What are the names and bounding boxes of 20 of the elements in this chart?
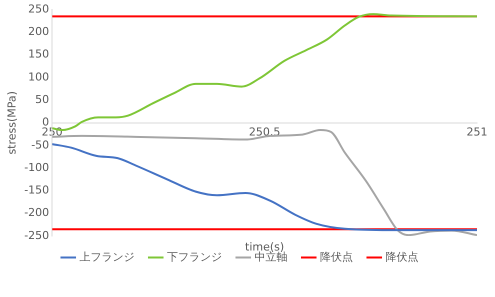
y-tick-label: -150 [24,184,50,197]
line-series [52,143,477,232]
y-tick-label: 200 [28,25,50,38]
legend-label: 降伏点 [320,250,353,264]
y-tick-label: 150 [28,48,50,61]
x-tick-label: 251 [466,125,488,138]
y-tick-label: -100 [24,160,50,174]
y-tick-label: -200 [24,206,50,220]
y-tick-label: 250 [28,2,50,16]
y-tick-label: 100 [28,70,50,84]
x-tick-label: 250.5 [248,125,280,138]
y-tick-label: 0 [42,116,50,129]
legend-label: 下フランジ [166,250,222,264]
legend-label: 降伏点 [385,250,418,264]
y-axis-title: stress(MPa) [5,91,18,155]
y-tick-label: -250 [24,228,50,242]
y-tick-label: 50 [35,93,50,106]
legend-label: 中立軸 [254,250,288,264]
legend-label: 上フランジ [79,250,134,264]
y-tick-label: -50 [31,138,50,152]
